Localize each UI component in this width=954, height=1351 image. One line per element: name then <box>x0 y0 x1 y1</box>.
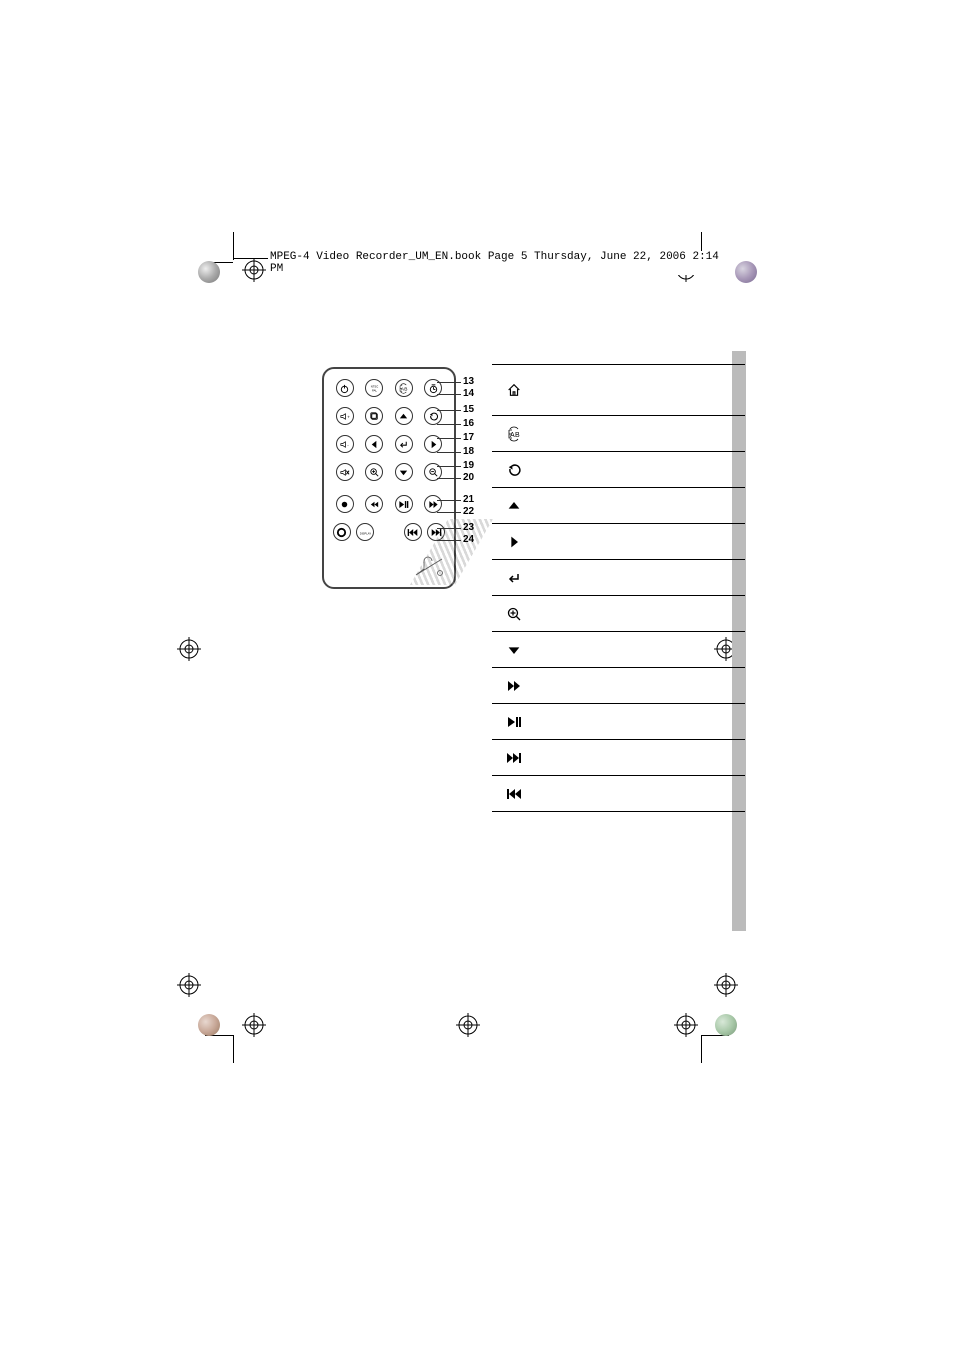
ab-icon: AB <box>506 426 522 442</box>
leader-line <box>437 394 461 395</box>
remote-row: NTSCPAL AB <box>330 379 448 397</box>
leader-number: 22 <box>463 506 474 517</box>
playpause-icon <box>506 714 522 730</box>
leader-number: 20 <box>463 472 474 483</box>
legend-row-23 <box>492 740 745 776</box>
legend-row-21 <box>492 668 745 704</box>
legend-row-19 <box>492 596 745 632</box>
right-icon <box>506 534 522 550</box>
return-icon <box>506 462 522 478</box>
leader-line <box>437 410 461 411</box>
home-icon <box>506 382 522 398</box>
zoom-icon <box>506 606 522 622</box>
remote-row: DISPLAY <box>330 523 448 541</box>
remote-button-rec <box>336 495 354 513</box>
down-icon <box>506 642 522 658</box>
legend-row-24 <box>492 776 745 812</box>
leader-number: 23 <box>463 522 474 533</box>
up-icon <box>506 498 522 514</box>
remote-button-ab: AB <box>395 379 413 397</box>
leader-number: 13 <box>463 376 474 387</box>
crop-mark <box>233 232 234 260</box>
remote-row: + <box>330 407 448 425</box>
remote-row <box>330 495 448 513</box>
remote-button-display: DISPLAY <box>356 523 374 541</box>
remote-button-prev <box>404 523 422 541</box>
remote-button-playpause <box>395 495 413 513</box>
legend-row-18 <box>492 560 745 596</box>
legend-row-20 <box>492 632 745 668</box>
leader-number: 16 <box>463 418 474 429</box>
remote-row <box>330 463 448 481</box>
legend-row-15 <box>492 452 745 488</box>
remote-button-fwd <box>424 495 442 513</box>
leader-line <box>437 540 461 541</box>
leader-number: 17 <box>463 432 474 443</box>
leader-number: 18 <box>463 446 474 457</box>
svg-text:PAL: PAL <box>372 388 377 392</box>
svg-text:-: - <box>348 442 350 447</box>
svg-text:NTSC: NTSC <box>371 384 379 388</box>
icon-legend-table: AB <box>492 364 745 812</box>
remote-button-mute <box>336 463 354 481</box>
page-header-text: MPEG-4 Video Recorder_UM_EN.book Page 5 … <box>268 251 733 275</box>
legend-row-14: AB <box>492 416 745 452</box>
legend-row-13 <box>492 364 745 416</box>
leader-number: 19 <box>463 460 474 471</box>
remote-button-enter <box>395 435 413 453</box>
remote-button-donut <box>333 523 351 541</box>
legend-row-22 <box>492 704 745 740</box>
remote-button-zoomin <box>365 463 383 481</box>
remote-button-down <box>395 463 413 481</box>
remote-gap <box>380 523 398 541</box>
next-icon <box>506 750 522 766</box>
battery-slot-icon <box>414 555 444 577</box>
legend-row-17 <box>492 524 745 560</box>
leader-line <box>437 512 461 513</box>
remote-button-rew <box>365 495 383 513</box>
leader-number: 15 <box>463 404 474 415</box>
enter-icon <box>506 570 522 586</box>
leader-line <box>437 478 461 479</box>
leader-line <box>437 424 461 425</box>
remote-button-power <box>336 379 354 397</box>
remote-button-ntsc: NTSCPAL <box>365 379 383 397</box>
remote-row: - <box>330 435 448 453</box>
page-frame: MPEG-4 Video Recorder_UM_EN.book Page 5 … <box>233 258 733 1018</box>
leader-number: 24 <box>463 534 474 545</box>
remote-button-up <box>395 407 413 425</box>
svg-text:DISPLAY: DISPLAY <box>360 531 371 535</box>
leader-line <box>437 438 461 439</box>
svg-text:B: B <box>515 432 520 439</box>
leader-line <box>437 500 461 501</box>
fwd-icon <box>506 678 522 694</box>
svg-text:B: B <box>404 386 407 392</box>
crop-mark <box>701 1035 702 1063</box>
remote-button-volup: + <box>336 407 354 425</box>
document-page: MPEG-4 Video Recorder_UM_EN.book Page 5 … <box>178 258 738 1038</box>
leader-number: 14 <box>463 388 474 399</box>
crop-mark <box>233 1035 234 1063</box>
leader-number: 21 <box>463 494 474 505</box>
leader-line <box>437 528 461 529</box>
color-sphere-icon <box>735 261 757 283</box>
remote-diagram: NTSCPAL AB + - DISPLAY <box>322 367 456 589</box>
legend-row-16 <box>492 488 745 524</box>
remote-button-left <box>365 435 383 453</box>
leader-line <box>437 466 461 467</box>
remote-button-voldn: - <box>336 435 354 453</box>
prev-icon <box>506 786 522 802</box>
leader-line <box>437 452 461 453</box>
svg-text:+: + <box>348 414 351 419</box>
remote-button-mode <box>365 407 383 425</box>
leader-line <box>437 382 461 383</box>
